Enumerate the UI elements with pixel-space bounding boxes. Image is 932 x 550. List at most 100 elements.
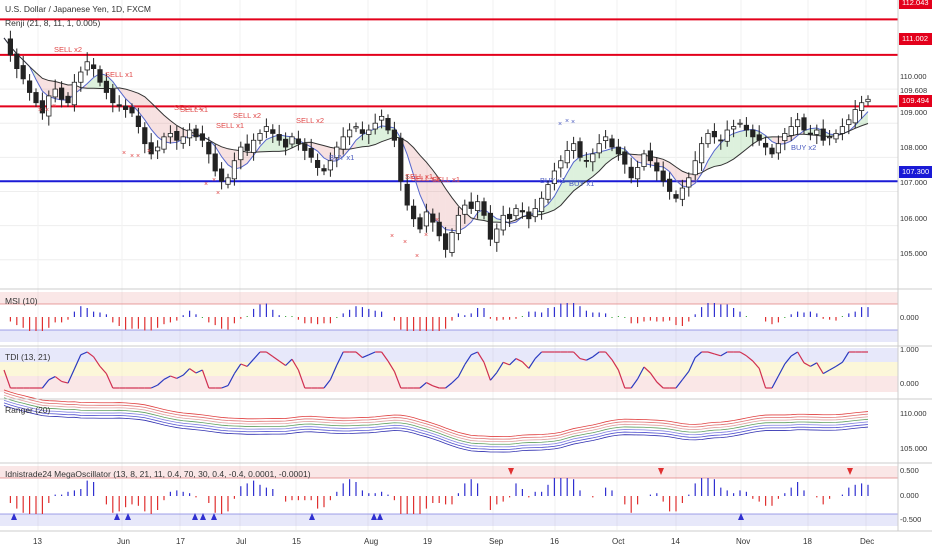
tdi-line-segment (643, 366, 651, 374)
candle-body (174, 130, 180, 141)
candle-body (647, 150, 654, 162)
tdi-line-segment (605, 351, 613, 361)
candle-body (199, 133, 205, 141)
candle-body (679, 187, 686, 200)
x-tick-aug: Aug (364, 537, 379, 546)
mega-tick-500: 0.500 (900, 466, 919, 475)
tdi-line-segment (829, 365, 837, 371)
tdi-line-segment (61, 380, 69, 384)
candle-body (154, 146, 161, 152)
candle-body (782, 133, 788, 142)
price-tick-105: 105.000 (900, 249, 928, 258)
band-segment (708, 150, 715, 169)
candle-body (180, 136, 186, 144)
band-segment (720, 136, 728, 166)
candle-body (257, 133, 263, 141)
ranger-band-line (3, 402, 869, 450)
candle-body (526, 211, 532, 220)
band-segment (356, 134, 363, 148)
price-tag-109-608: 109.608 (900, 86, 928, 95)
band-segment (362, 131, 369, 147)
band-segment (560, 173, 568, 206)
x-tick-17: 17 (176, 537, 185, 546)
candle-body (385, 118, 391, 131)
mega-up-arrow (377, 513, 383, 520)
buy-signal-label: BUY x1 (569, 179, 594, 188)
tdi-line-segment (432, 385, 440, 389)
ranger-band-line (3, 389, 869, 437)
candle-body (282, 138, 289, 148)
candle-body (340, 136, 346, 150)
candle-body (545, 184, 551, 200)
tdi-line-segment (649, 372, 658, 383)
tdi-line-segment (221, 385, 229, 389)
candle-body (743, 124, 750, 131)
candle-body (705, 133, 711, 145)
band-segment (375, 125, 382, 145)
candle-body (14, 53, 20, 70)
sell-signal-label: SELL x1 (405, 172, 433, 181)
tdi-line-segment (822, 369, 830, 375)
ranger-pane (3, 389, 869, 453)
candle-body (820, 128, 826, 141)
tdi-line-segment (54, 376, 62, 382)
tdi-line-segment (329, 364, 338, 380)
band-segment (740, 130, 747, 155)
mega-up-arrow (114, 513, 120, 520)
x-marker: × (122, 150, 126, 157)
tdi-line-segment (336, 351, 344, 366)
candle-body (667, 178, 673, 192)
band-segment (311, 142, 318, 152)
candle-body (295, 138, 302, 145)
tdi-line-segment (521, 361, 530, 369)
band-segment (426, 162, 433, 218)
price-tick-108: 108.000 (900, 143, 928, 152)
candle-body (423, 211, 430, 227)
x-marker: × (571, 119, 575, 126)
candle-body (206, 141, 212, 155)
x-marker: × (435, 217, 439, 224)
renji-bands (3, 37, 869, 232)
candle-body (430, 213, 436, 223)
candle-body (481, 201, 487, 216)
tdi-line-segment (688, 357, 696, 372)
x-marker: × (204, 181, 208, 188)
sell-signal-label: SELL x1 (174, 103, 202, 112)
candle-body (327, 160, 334, 171)
candle-body (52, 88, 58, 98)
tdi-line-segment (483, 362, 491, 381)
mega-up-arrow (200, 513, 206, 520)
x-tick-jul: Jul (236, 537, 247, 546)
price-tick-110: 110.000 (900, 72, 927, 81)
candle-body (59, 87, 65, 100)
candle-body (462, 204, 468, 215)
tdi-line-segment (368, 351, 376, 356)
candle-body (103, 80, 109, 93)
candle-body (404, 183, 410, 206)
tdi-line-segment (381, 351, 389, 362)
x-tick-15: 15 (292, 537, 301, 546)
x-marker: × (565, 118, 569, 125)
mega-oscillator-pane (0, 466, 898, 526)
tdi-line-segment (841, 351, 850, 363)
candle-body (212, 153, 218, 172)
candle-body (807, 132, 814, 135)
tdi-line-segment (630, 378, 639, 389)
candle-body (622, 151, 628, 165)
candle-body (532, 208, 538, 218)
candle-body (167, 133, 173, 138)
candle-body (436, 221, 442, 237)
tdi-line-segment (170, 375, 178, 379)
candle-body (494, 228, 500, 243)
candle-body (615, 146, 622, 155)
candle-body (7, 38, 13, 56)
candle-body (442, 233, 449, 250)
candle-body (391, 129, 398, 141)
candle-body (270, 129, 276, 134)
band-segment (420, 155, 427, 210)
candle-body (686, 177, 692, 188)
tdi-mid-zone (0, 362, 898, 376)
candle-body (148, 142, 154, 155)
tdi-line-segment (534, 351, 543, 359)
